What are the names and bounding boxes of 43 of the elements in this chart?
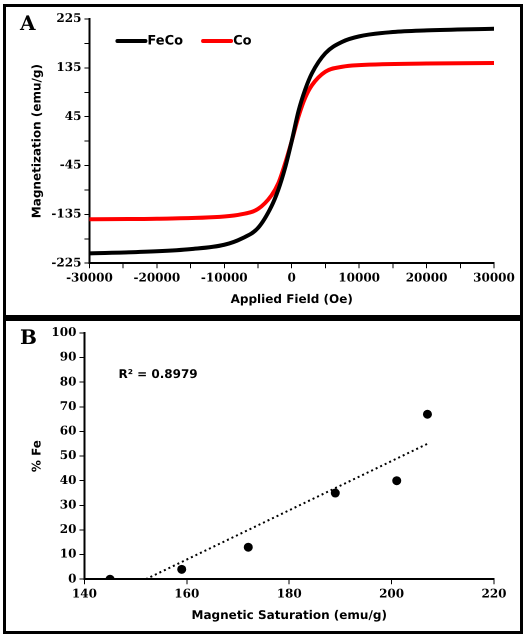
x-tick-label: 180 xyxy=(276,586,302,601)
x-tick-label: 160 xyxy=(174,586,200,601)
y-tick-label: 20 xyxy=(60,522,76,536)
y-tick-label: 50 xyxy=(60,448,76,462)
point xyxy=(422,410,432,419)
y-axis-title: % Fe xyxy=(29,440,44,472)
y-axis-title: Magnetization (emu/g) xyxy=(29,64,44,218)
x-tick-label: -30000 xyxy=(66,270,113,285)
y-tick-label: -45 xyxy=(60,158,82,172)
y-tick-label: 90 xyxy=(60,350,76,364)
x-tick-label: 30000 xyxy=(473,270,515,285)
point xyxy=(330,488,340,498)
x-tick-label: 0 xyxy=(288,270,296,285)
y-tick-label: 0 xyxy=(68,571,76,586)
x-tick-label: -10000 xyxy=(200,270,248,285)
y-tick-label: 100 xyxy=(51,325,76,340)
point xyxy=(392,476,402,486)
x-tick-label: 200 xyxy=(379,586,404,601)
y-tick-label: 70 xyxy=(60,398,76,413)
x-tick-label: 20000 xyxy=(406,270,448,285)
y-tick-label: 10 xyxy=(60,546,76,561)
y-tick-label: 225 xyxy=(56,11,82,26)
x-tick-label: 140 xyxy=(72,586,97,601)
x-axis-title: Magnetic Saturation (emu/g) xyxy=(192,608,387,622)
y-tick-label: 135 xyxy=(56,60,82,74)
x-axis-title: Applied Field (Oe) xyxy=(230,292,353,306)
chart-title: A xyxy=(19,11,36,36)
x-tick-label: 220 xyxy=(481,586,507,601)
y-tick-label: 45 xyxy=(64,108,82,123)
annotation: R² = 0.8979 xyxy=(118,367,198,382)
y-tick-label: -135 xyxy=(51,206,82,220)
point xyxy=(244,542,253,552)
legend-label: Co xyxy=(233,33,252,48)
chart-title: B xyxy=(20,325,37,350)
x-tick-label: -20000 xyxy=(133,270,180,285)
legend-label: FeCo xyxy=(147,33,184,48)
y-tick-label: -225 xyxy=(51,255,82,270)
x-tick-label: 10000 xyxy=(338,270,380,285)
y-tick-label: 80 xyxy=(60,374,76,388)
y-tick-label: 60 xyxy=(60,424,76,438)
point xyxy=(177,564,186,574)
y-tick-label: 40 xyxy=(60,472,76,487)
y-tick-label: 30 xyxy=(60,497,76,512)
